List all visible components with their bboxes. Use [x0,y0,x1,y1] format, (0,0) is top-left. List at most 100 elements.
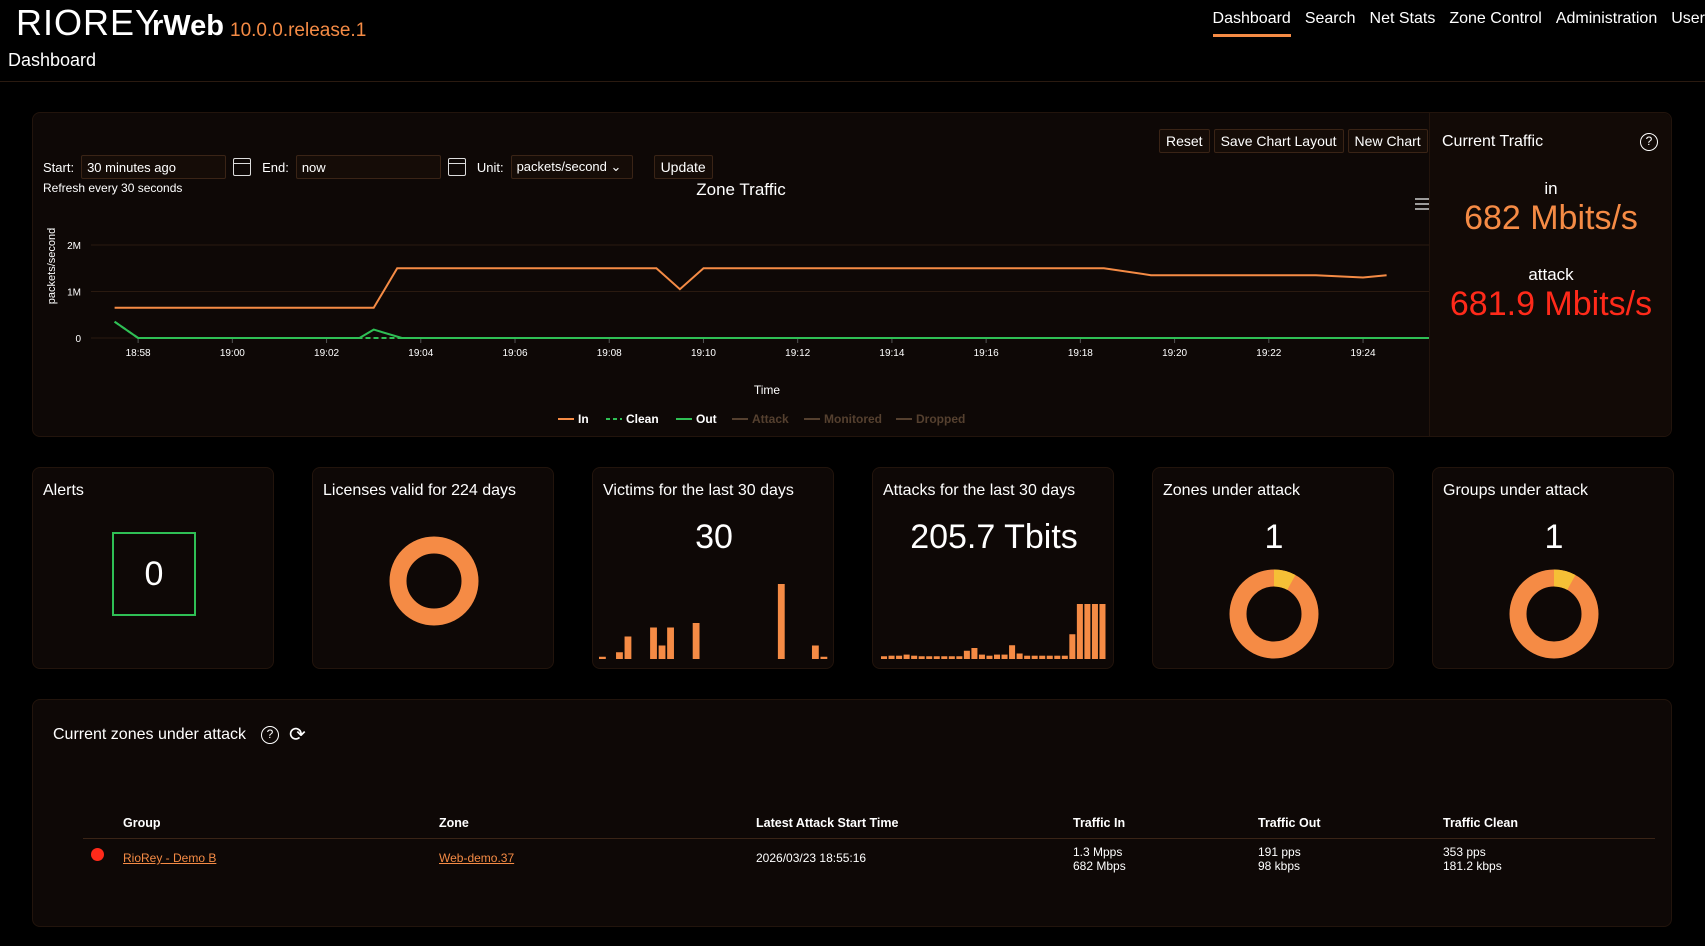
groups-card[interactable]: Groups under attack 1 [1432,467,1674,669]
start-calendar-icon[interactable] [233,158,252,176]
legend-label: Out [696,412,717,426]
groups-title: Groups under attack [1443,482,1588,499]
mini-bar [692,623,700,659]
attack-status-dot-icon [91,848,104,861]
nav-user[interactable]: User [1671,10,1705,27]
mini-bar [881,656,888,659]
chevron-down-icon: ⌄ [610,159,622,174]
mini-bar [1039,655,1046,659]
x-tick-label: 19:20 [1162,348,1187,359]
nav-zone-control[interactable]: Zone Control [1449,10,1542,27]
riorey-logo[interactable]: RIOREY [16,2,161,43]
mini-bar [1024,655,1031,659]
mini-bar [1061,655,1068,659]
top-bar: RIOREY rWeb 10.0.0.release.1 Dashboard D… [0,0,1705,82]
update-button[interactable]: Update [653,155,713,179]
legend-item-out[interactable]: Out [676,412,717,426]
mini-bar [896,655,903,659]
mini-bar [1016,653,1023,659]
x-tick-label: 19:14 [879,348,904,359]
mini-bar [918,656,925,659]
attacks-card[interactable]: Attacks for the last 30 days 205.7 Tbits [872,467,1114,669]
nav-administration[interactable]: Administration [1555,10,1658,27]
x-tick-label: 19:06 [502,348,527,359]
current-traffic-title: Current Traffic [1442,133,1544,150]
series-line-in [114,267,1387,309]
chart-buttons: Reset Save Chart Layout New Chart [1159,129,1428,153]
mini-bar [811,645,819,659]
zone-cell: Web-demo.37 [431,839,748,880]
legend-item-dropped[interactable]: Dropped [896,412,965,426]
mini-bar [994,654,1001,659]
traffic-clean-pps: 353 pps [1443,845,1486,859]
donut-attack-segment [1273,569,1296,591]
mini-bar [777,584,785,659]
traffic-out-cell: 191 pps 98 kbps [1250,839,1435,880]
legend-item-attack[interactable]: Attack [732,412,789,426]
attack-value: 681.9 Mbits/s [1449,285,1653,323]
zones-under-attack-panel: Current zones under attack ? ⟳ Group Zon… [32,699,1672,927]
victims-value: 30 [695,518,733,556]
end-calendar-icon[interactable] [447,158,466,176]
chart-controls: Start: End: Unit: packets/second ⌄ Updat… [43,155,713,179]
legend-label: Monitored [824,412,882,426]
licenses-donut-ring [389,536,479,626]
x-tick-label: 19:16 [974,348,999,359]
mini-bar [941,656,948,659]
mini-bar [956,656,963,659]
zone-link[interactable]: Web-demo.37 [439,851,515,865]
in-value: 682 Mbits/s [1464,199,1638,237]
column-header-zone: Zone [431,812,748,839]
licenses-title: Licenses valid for 224 days [323,482,516,499]
x-tick-label: 19:00 [220,348,245,359]
zones-card[interactable]: Zones under attack 1 [1152,467,1394,669]
save-chart-layout-button[interactable]: Save Chart Layout [1213,129,1344,153]
licenses-donut [389,536,479,626]
chart-menu-icon[interactable] [1415,198,1429,297]
zones-value: 1 [1264,518,1284,556]
nav-dashboard[interactable]: Dashboard [1212,10,1291,37]
start-input[interactable] [81,155,227,179]
traffic-in-bps: 682 Mbps [1073,859,1126,873]
victims-bar-chart [599,584,828,659]
legend-item-monitored[interactable]: Monitored [804,412,882,426]
mini-bar [1076,604,1083,659]
mini-bar [926,656,933,659]
donut-attack-segment [1553,569,1576,591]
mini-bar [1054,655,1061,659]
new-chart-button[interactable]: New Chart [1347,129,1428,153]
status-cell [83,839,115,880]
attacks-value: 205.7 Tbits [910,518,1078,556]
mini-bar [971,648,978,659]
licenses-card[interactable]: Licenses valid for 224 days [312,467,554,669]
x-tick-label: 19:18 [1068,348,1093,359]
mini-bar [888,655,895,659]
legend-label: Dropped [916,412,965,426]
zone-traffic-panel: Start: End: Unit: packets/second ⌄ Updat… [32,112,1672,437]
help-icon[interactable]: ? [1640,133,1658,151]
donut-ring [1509,569,1599,659]
donut-ring [1229,569,1319,659]
legend-item-clean[interactable]: Clean [606,412,659,426]
table-row: RioRey - Demo B Web-demo.37 2026/03/23 1… [83,839,1655,880]
legend-item-in[interactable]: In [558,412,589,426]
main-nav: Dashboard Search Net Stats Zone Control … [1212,10,1705,37]
mini-bar [1001,654,1008,659]
victims-card[interactable]: Victims for the last 30 days 30 [592,467,834,669]
end-input[interactable] [295,155,441,179]
unit-select[interactable]: packets/second ⌄ [510,155,633,179]
help-icon[interactable]: ? [261,726,279,744]
reset-button[interactable]: Reset [1159,129,1210,153]
group-link[interactable]: RioRey - Demo B [123,851,217,865]
refresh-icon[interactable]: ⟳ [289,724,306,746]
refresh-note: Refresh every 30 seconds [43,181,183,195]
mini-bar [1009,645,1016,659]
mini-bar [978,654,985,659]
start-label: Start: [43,159,75,175]
mini-bar [933,656,940,659]
alerts-card[interactable]: Alerts 0 [32,467,274,669]
chart-legend: In Clean Out Attack Monitored Dropped [558,412,965,426]
mini-bar [599,656,606,659]
nav-net-stats[interactable]: Net Stats [1369,10,1436,27]
nav-search[interactable]: Search [1304,10,1356,27]
